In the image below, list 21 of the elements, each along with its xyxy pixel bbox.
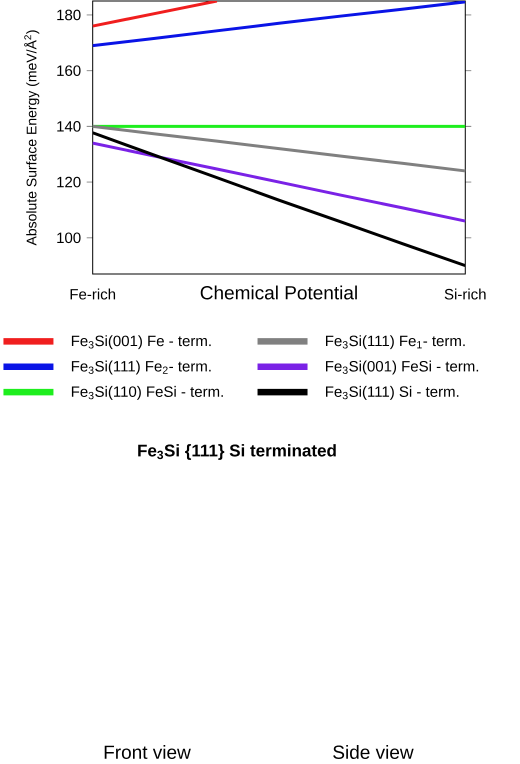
y-tick-label: 120: [57, 176, 81, 188]
y-axis-title: Absolute Surface Energy (meV/Å$^{2}$): [24, 30, 40, 246]
text: Front view: [104, 745, 191, 759]
legend-label: Fe$_{3}$Si(111) Si - term.: [326, 386, 458, 400]
text: Side view: [333, 745, 414, 759]
legend-label: Fe$_{3}$Si(001) FeSi - term.: [326, 360, 478, 375]
x-axis-title: Chemical Potential: [200, 286, 357, 300]
y-tick-label: 140: [57, 121, 81, 132]
legend-label: Fe$_{3}$Si(111) Fe$_{1}$- term.: [326, 335, 465, 350]
line-series: [92, 124, 466, 172]
x-tick-label: Si-rich: [444, 288, 486, 300]
y-tick-label: 180: [57, 10, 81, 20]
line-series: [92, 142, 466, 223]
text: Fe$_{3}$Si {111} Si terminated: [138, 444, 336, 460]
y-tick-label: 100: [57, 232, 81, 244]
line-series: [92, 1, 466, 48]
x-tick-label: Fe-rich: [70, 288, 116, 300]
legend-label: Fe$_{3}$Si(001) Fe - term.: [72, 335, 211, 350]
legend-label: Fe$_{3}$Si(111) Fe$_{2}$- term.: [72, 360, 211, 375]
legend-label: Fe$_{3}$Si(110) FeSi - term.: [72, 386, 223, 400]
y-tick-label: 160: [57, 65, 81, 76]
